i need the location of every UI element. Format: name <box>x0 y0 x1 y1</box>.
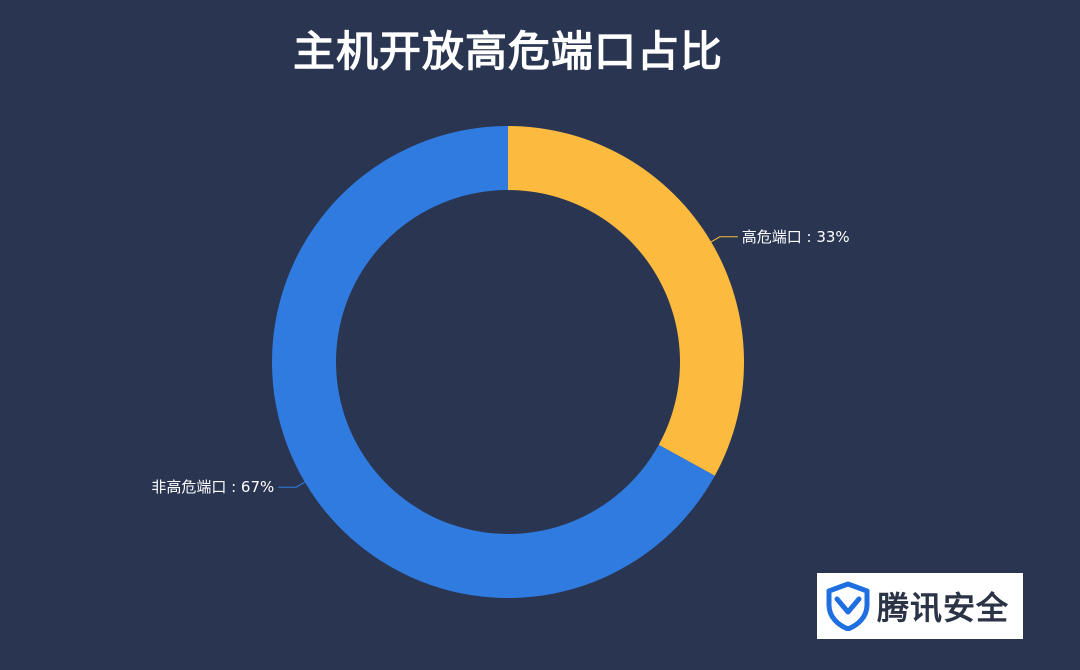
shield-check-icon <box>826 581 870 631</box>
slice-label-1: 非高危端口 : 67% <box>151 478 274 496</box>
slice-0 <box>508 126 744 476</box>
tencent-security-logo: 腾讯安全 <box>817 573 1023 639</box>
brand-name: 腾讯安全 <box>877 589 1010 627</box>
leader-line-0 <box>709 236 738 244</box>
slice-label-0: 高危端口 : 33% <box>742 228 850 246</box>
leader-line-1 <box>278 480 307 488</box>
chart-title: 主机开放高危端口占比 <box>292 27 723 76</box>
slice-1 <box>271 126 715 598</box>
